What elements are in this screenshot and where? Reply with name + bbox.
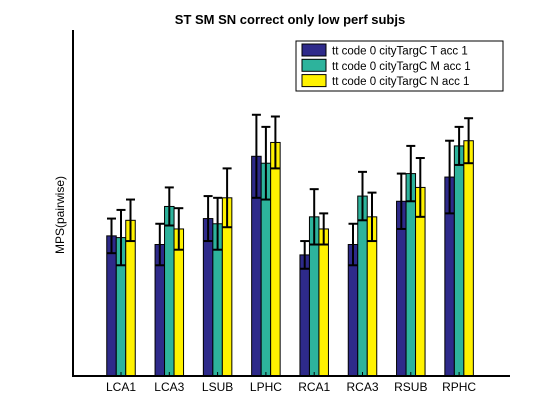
error-bars-layer — [107, 113, 474, 270]
bar-rphc-series-3 — [463, 140, 474, 377]
legend: tt code 0 cityTargC T acc 1 tt code 0 cit… — [295, 40, 504, 92]
bar-lca1-series-3 — [125, 219, 136, 377]
bar-rphc-series-2 — [453, 145, 465, 377]
bar-rca1-series-3 — [318, 228, 329, 377]
axes — [72, 30, 510, 377]
bar-lca3-series-2 — [164, 205, 175, 377]
bar-lca1-series-1 — [106, 235, 117, 377]
x-tick-label-rca3: RCA3 — [346, 380, 378, 394]
bar-rsub-series-2 — [405, 173, 417, 377]
y-axis-label: MPS(pairwise) — [53, 176, 67, 254]
legend-swatch-series-2 — [301, 58, 327, 72]
bar-lphc-series-3 — [270, 141, 281, 377]
legend-label-series-2: tt code 0 cityTargC M acc 1 — [332, 61, 471, 73]
chart-title: ST SM SN correct only low perf subjs — [175, 12, 405, 27]
x-tick-label-lca1: LCA1 — [106, 380, 136, 394]
bar-lsub-series-1 — [202, 218, 214, 377]
bars-layer — [106, 140, 474, 377]
legend-label-series-3: tt code 0 cityTargC N acc 1 — [332, 76, 469, 88]
x-tick-label-lphc: LPHC — [250, 380, 282, 394]
x-tick-label-lca3: LCA3 — [154, 380, 184, 394]
legend-swatch-series-1 — [301, 43, 327, 57]
bar-rca3-series-2 — [357, 195, 368, 377]
bar-lca3-series-3 — [173, 228, 185, 377]
x-tick-labels: LCA1 LCA3 LSUB LPHC RCA1 RCA3 RSUB RPHC — [106, 372, 476, 394]
legend-box — [295, 40, 504, 92]
x-tick-label-rphc: RPHC — [442, 380, 476, 394]
x-tick-label-rca1: RCA1 — [298, 380, 330, 394]
x-tick-label-rsub: RSUB — [394, 380, 427, 394]
legend-label-series-1: tt code 0 cityTargC T acc 1 — [332, 46, 468, 58]
legend-swatch-series-3 — [301, 74, 327, 88]
bar-rca1-series-1 — [299, 254, 310, 377]
x-tick-label-lsub: LSUB — [202, 380, 233, 394]
